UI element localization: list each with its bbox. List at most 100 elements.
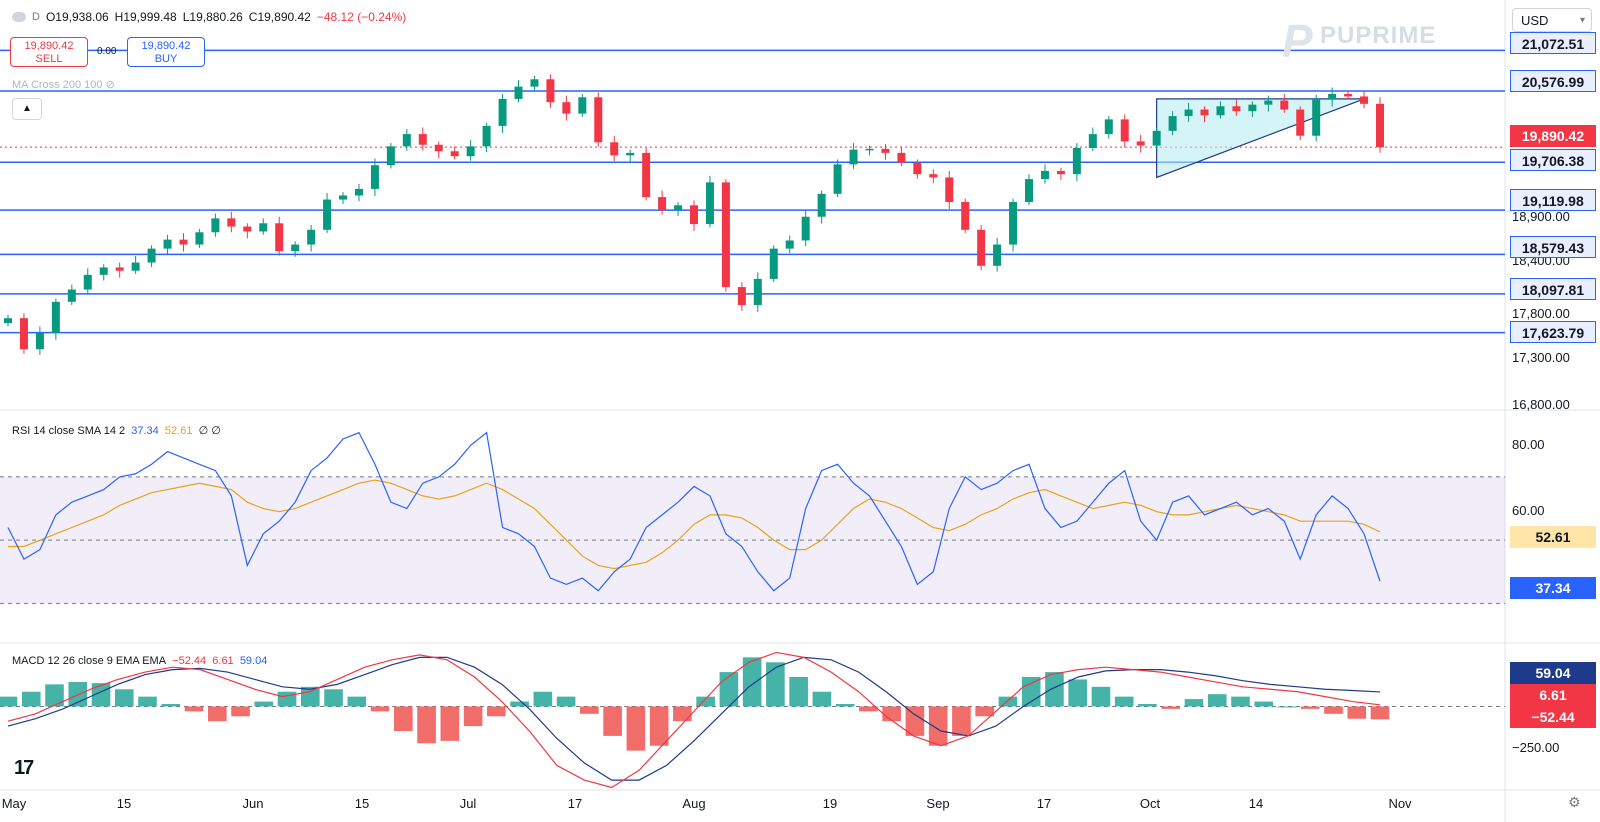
currency-select[interactable]: USD ▾ bbox=[1512, 8, 1592, 32]
level-tag: 20,576.99 bbox=[1510, 70, 1596, 92]
macd-histogram-bar bbox=[1370, 706, 1390, 720]
candle-body bbox=[131, 262, 140, 271]
level-tag: 19,706.38 bbox=[1510, 149, 1596, 171]
macd-histogram-bar bbox=[0, 696, 18, 707]
candle-body bbox=[243, 226, 252, 232]
candle-body bbox=[578, 97, 587, 114]
candle-body bbox=[370, 165, 379, 189]
candle-body bbox=[737, 287, 746, 306]
macd-histogram-bar bbox=[91, 683, 111, 707]
macd-histogram-bar bbox=[207, 706, 227, 722]
candle-body bbox=[785, 240, 794, 249]
macd-histogram-bar bbox=[719, 672, 739, 707]
candle-body bbox=[307, 229, 316, 245]
candle-body bbox=[1312, 99, 1321, 136]
macd-histogram-bar bbox=[1184, 699, 1204, 707]
candle-body bbox=[1216, 106, 1225, 116]
macd-histogram-bar bbox=[905, 706, 925, 736]
candle-body bbox=[434, 144, 443, 152]
macd-histogram-bar bbox=[1231, 696, 1250, 707]
time-tick: Jun bbox=[242, 796, 264, 811]
ma-cross-indicator-label[interactable]: MA Cross 200 100 ⊘ bbox=[12, 79, 115, 91]
symbol-status-icon bbox=[12, 12, 26, 22]
macd-histogram-bar bbox=[812, 691, 832, 707]
time-tick: Oct bbox=[1139, 796, 1161, 811]
support-resistance-levels bbox=[0, 49, 1505, 334]
candle-body bbox=[323, 199, 332, 230]
candle-body bbox=[4, 318, 12, 324]
buy-button[interactable]: 19,890.42 BUY bbox=[127, 37, 205, 67]
macd-histogram-bar bbox=[45, 684, 64, 707]
time-tick: 14 bbox=[1248, 796, 1264, 811]
candle-body bbox=[769, 248, 778, 279]
candle-body bbox=[865, 148, 874, 151]
macd-histogram-bar bbox=[882, 706, 901, 722]
candle-body bbox=[897, 152, 906, 163]
rsi-value-tag: 37.34 bbox=[1510, 577, 1596, 599]
macd-histogram-bar bbox=[21, 691, 41, 707]
settings-gear-icon[interactable]: ⚙ bbox=[1568, 794, 1581, 810]
level-tag: 18,097.81 bbox=[1510, 278, 1596, 300]
low-value: L19,880.26 bbox=[182, 10, 243, 24]
rsi-line bbox=[7, 431, 1381, 592]
macd-histogram-bar bbox=[766, 662, 785, 707]
macd-histogram-bar bbox=[394, 706, 413, 731]
candle-body bbox=[450, 151, 459, 157]
macd-histogram-bar bbox=[254, 701, 274, 707]
candle-body bbox=[259, 223, 268, 232]
candle-body bbox=[977, 229, 986, 266]
macd-histogram-bar bbox=[301, 686, 320, 707]
change-value: −48.12 (−0.24%) bbox=[316, 10, 407, 24]
sell-button[interactable]: 19,890.42 SELL bbox=[10, 37, 88, 67]
candle-body bbox=[1120, 119, 1129, 142]
rsi-sma-tag: 52.61 bbox=[1510, 526, 1596, 548]
candle-body bbox=[705, 182, 714, 225]
time-tick: Aug bbox=[682, 796, 706, 811]
candle-body bbox=[594, 97, 603, 143]
candle-body bbox=[1104, 119, 1113, 135]
sell-price: 19,890.42 bbox=[24, 40, 74, 52]
candle-body bbox=[546, 79, 555, 103]
rsi-legend[interactable]: RSI 14 close SMA 14 2 37.34 52.61 ∅ ∅ bbox=[12, 425, 221, 437]
buy-label: BUY bbox=[154, 53, 178, 65]
time-tick: May bbox=[1, 796, 27, 811]
eye-hidden-icon[interactable]: ⊘ bbox=[105, 79, 115, 91]
macd-histogram-bar bbox=[1347, 706, 1367, 719]
macd-histogram-bar bbox=[533, 691, 553, 707]
macd-histogram-bar bbox=[347, 696, 367, 707]
candle-body bbox=[1264, 100, 1273, 105]
macd-histogram-bar bbox=[1068, 679, 1087, 707]
macd-histogram-bar bbox=[649, 706, 669, 746]
time-tick: 17 bbox=[567, 796, 583, 811]
candle-body bbox=[1200, 109, 1209, 116]
candle-body bbox=[642, 152, 651, 198]
candle-body bbox=[482, 125, 491, 147]
level-tag: 18,579.43 bbox=[1510, 236, 1596, 258]
current-price-tag: 19,890.42 bbox=[1510, 125, 1596, 147]
candle-body bbox=[1280, 100, 1289, 110]
candle-body bbox=[690, 205, 698, 225]
macd-signal-line bbox=[7, 656, 1381, 781]
candle-body bbox=[418, 134, 427, 145]
candle-body bbox=[562, 102, 571, 114]
candle-body bbox=[227, 218, 236, 227]
macd-legend[interactable]: MACD 12 26 close 9 EMA EMA −52.44 6.61 5… bbox=[12, 655, 268, 667]
collapse-legend-button[interactable]: ▲ bbox=[12, 98, 42, 120]
candle-body bbox=[67, 289, 76, 302]
macd-line bbox=[7, 651, 1381, 789]
candle-body bbox=[1232, 106, 1241, 112]
candle-body bbox=[929, 174, 938, 178]
candle-body bbox=[147, 248, 156, 263]
macd-histogram-bar bbox=[998, 696, 1018, 707]
sell-label: SELL bbox=[35, 53, 63, 65]
candle-body bbox=[833, 164, 842, 194]
macd-histogram-bar bbox=[1091, 686, 1111, 707]
candle-body bbox=[275, 223, 284, 252]
candle-body bbox=[1168, 116, 1177, 131]
macd-histogram-bar bbox=[487, 706, 506, 717]
candle-body bbox=[514, 86, 523, 99]
tradingview-logo-icon[interactable]: 17 bbox=[14, 757, 34, 779]
ohlc-legend: D O19,938.06 H19,999.48 L19,880.26 C19,8… bbox=[12, 10, 406, 24]
time-tick: 15 bbox=[116, 796, 132, 811]
